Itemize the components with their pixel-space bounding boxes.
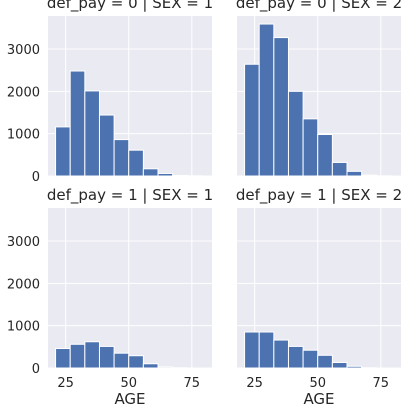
histogram-bar: [55, 348, 71, 369]
x-tick-label: 75: [184, 376, 201, 391]
histogram-bar: [346, 365, 363, 369]
histogram-bar: [98, 114, 115, 177]
histogram-bar: [331, 361, 348, 369]
y-tick-label: 3000: [7, 235, 40, 250]
histogram-bar: [128, 149, 144, 177]
y-tick-label: 2000: [7, 85, 40, 100]
x-axis-label-right: AGE: [303, 390, 334, 408]
histogram-bar: [69, 70, 86, 177]
facet-panel: def_pay = 1 | SEX = 1 0 1000 2000 3000 25 50 75: [7, 186, 213, 391]
y-tick-label: 0: [32, 362, 40, 377]
histogram-bar: [317, 134, 333, 177]
facet-panel: def_pay = 1 | SEX = 2 25 50 75: [236, 186, 402, 391]
histogram-bar: [69, 343, 86, 369]
histogram-bar: [346, 170, 363, 177]
panel-background: [48, 208, 212, 368]
histogram-bar: [157, 172, 174, 177]
x-tick-label: 75: [373, 376, 390, 391]
histogram-bar: [287, 90, 304, 177]
histogram-bar: [244, 63, 260, 177]
histogram-bar: [273, 37, 289, 177]
histogram-bar: [287, 345, 304, 369]
x-tick-label: 25: [57, 376, 74, 391]
y-tick-label: 0: [32, 170, 40, 185]
histogram-bar: [258, 331, 275, 369]
x-axis-label-left: AGE: [114, 390, 145, 408]
histogram-bar: [128, 355, 144, 369]
histogram-bar: [361, 174, 377, 177]
panel-title: def_pay = 1 | SEX = 1: [47, 186, 213, 205]
histogram-bar: [317, 354, 333, 369]
panel-title: def_pay = 0 | SEX = 2: [236, 0, 402, 13]
histogram-bar: [258, 23, 275, 177]
histogram-bar: [244, 331, 260, 369]
histogram-bar: [55, 126, 71, 177]
histogram-bar: [113, 352, 130, 369]
facet-panel: def_pay = 0 | SEX = 2: [236, 0, 402, 177]
histogram-bar: [157, 366, 174, 369]
histogram-bar: [113, 139, 130, 177]
histogram-bar: [142, 363, 159, 369]
panel-title: def_pay = 0 | SEX = 1: [47, 0, 213, 13]
facet-panel: def_pay = 0 | SEX = 1 0 1000 2000 3000: [7, 0, 213, 185]
y-tick-label: 1000: [7, 320, 40, 335]
histogram-bar: [84, 341, 100, 369]
facet-panels: def_pay = 0 | SEX = 10100020003000def_pa…: [7, 0, 402, 391]
y-tick-label: 2000: [7, 277, 40, 292]
histogram-bar: [84, 90, 100, 177]
histogram-bar: [302, 118, 319, 177]
y-tick-label: 3000: [7, 43, 40, 58]
histogram-bar: [331, 161, 348, 177]
histogram-bar: [302, 349, 319, 369]
histogram-bar: [98, 345, 115, 369]
histogram-bar: [142, 168, 159, 177]
panel-title: def_pay = 1 | SEX = 2: [236, 186, 402, 205]
x-tick-label: 50: [309, 376, 326, 391]
histogram-bar: [273, 339, 289, 369]
x-tick-label: 50: [120, 376, 137, 391]
y-tick-label: 1000: [7, 128, 40, 143]
x-tick-label: 25: [246, 376, 263, 391]
